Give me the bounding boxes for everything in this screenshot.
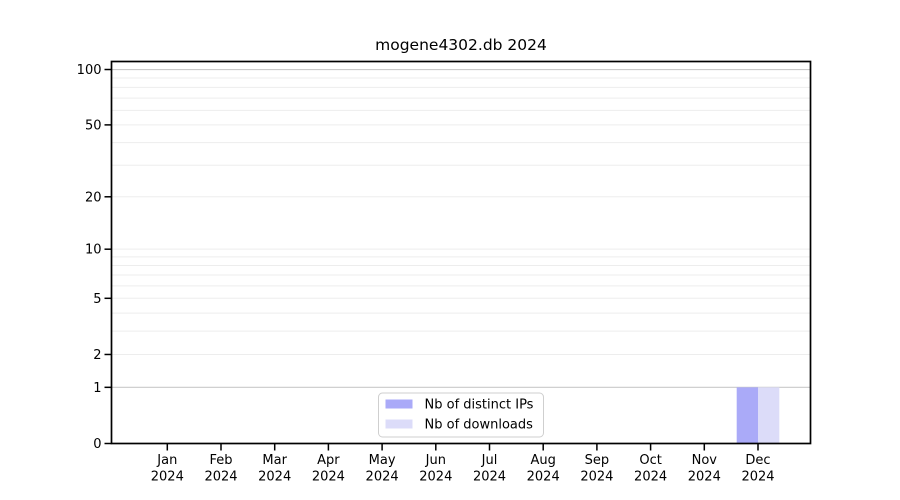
x-tick-label-year: 2024 xyxy=(527,470,560,485)
x-tick-label-year: 2024 xyxy=(258,470,291,485)
x-tick-label-year: 2024 xyxy=(366,470,399,485)
x-tick-label-month: Jul xyxy=(481,453,498,468)
x-tick-label-month: Mar xyxy=(262,453,287,468)
legend-swatch xyxy=(385,399,413,409)
legend: Nb of distinct IPs Nb of downloads xyxy=(378,392,544,438)
x-tick-label-year: 2024 xyxy=(634,470,667,485)
x-tick-label-month: Oct xyxy=(639,453,661,468)
x-tick-label-year: 2024 xyxy=(312,470,345,485)
plot-border xyxy=(110,60,812,445)
y-tick-label: 2 xyxy=(93,348,101,363)
x-tick-label-month: Feb xyxy=(209,453,232,468)
bar-downloads xyxy=(758,387,780,444)
x-tick-label-month: Sep xyxy=(585,453,610,468)
x-tick-label-month: Nov xyxy=(692,453,718,468)
y-tick-label: 20 xyxy=(85,190,102,205)
y-tick-label: 10 xyxy=(85,243,102,258)
bar-distinct-ips xyxy=(736,387,758,444)
x-tick-label-year: 2024 xyxy=(204,470,237,485)
x-tick-label-month: Apr xyxy=(317,453,340,468)
y-tick-label: 50 xyxy=(85,118,102,133)
legend-label: Nb of downloads xyxy=(425,418,534,433)
x-tick-label-year: 2024 xyxy=(151,470,184,485)
x-tick-label-year: 2024 xyxy=(473,470,506,485)
x-tick-label-year: 2024 xyxy=(741,470,774,485)
y-tick-label: 100 xyxy=(77,63,102,78)
x-tick-label-year: 2024 xyxy=(419,470,452,485)
legend-swatch xyxy=(385,419,413,429)
legend-box xyxy=(378,392,544,438)
y-tick-label: 5 xyxy=(93,292,101,307)
legend-label: Nb of distinct IPs xyxy=(425,398,534,413)
chart-title: mogene4302.db 2024 xyxy=(375,36,547,54)
y-tick-label: 1 xyxy=(93,381,101,396)
x-tick-label-month: May xyxy=(369,453,396,468)
x-tick-label-year: 2024 xyxy=(580,470,613,485)
y-tick-label: 0 xyxy=(93,437,101,452)
x-tick-label-year: 2024 xyxy=(688,470,721,485)
x-tick-label-month: Aug xyxy=(531,453,556,468)
x-tick-label-month: Dec xyxy=(745,453,770,468)
x-tick-label-month: Jan xyxy=(156,453,177,468)
x-tick-label-month: Jun xyxy=(425,453,446,468)
